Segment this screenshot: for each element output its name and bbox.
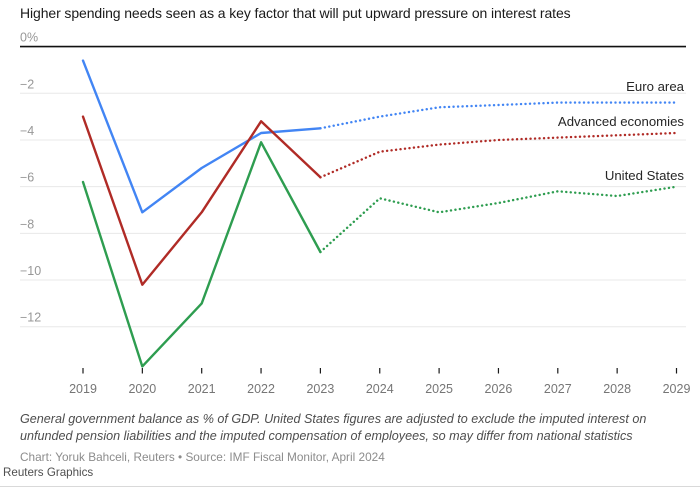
reuters-graphics-brand: Reuters Graphics xyxy=(3,466,94,479)
x-tick-label: 2027 xyxy=(544,382,572,396)
x-tick-label: 2019 xyxy=(69,382,97,396)
y-tick-label: −8 xyxy=(20,217,34,231)
x-tick-label: 2025 xyxy=(425,382,453,396)
series-label-advanced-economies: Advanced economies xyxy=(558,114,684,129)
series-label-euro-area: Euro area xyxy=(626,79,685,94)
chart-canvas: 0% −2 −4 −6 −8 −10 −12 2019 2020 2021 2022 2023 2024… xyxy=(20,31,691,396)
chart-title: Higher spending needs seen as a key fact… xyxy=(20,5,571,21)
x-tick-label: 2021 xyxy=(188,382,216,396)
x-tick-label: 2028 xyxy=(603,382,631,396)
y-tick-label: −2 xyxy=(20,77,34,91)
y-tick-label: −4 xyxy=(20,124,34,138)
x-tick-label: 2020 xyxy=(128,382,156,396)
y-tick-label: −10 xyxy=(20,264,41,278)
x-tick-label: 2022 xyxy=(247,382,275,396)
series-line-euro-area-actual xyxy=(81,59,322,214)
series-line-euro-area-projected xyxy=(319,101,678,130)
series-line-advanced-economies-projected xyxy=(319,131,678,179)
x-tick-label: 2024 xyxy=(366,382,394,396)
credit-source-line: Chart: Yoruk Bahceli, Reuters • Source: … xyxy=(20,450,385,464)
x-tick-label: 2023 xyxy=(306,382,334,396)
chart-footnote: General government balance as % of GDP. … xyxy=(20,412,647,443)
line-chart: 0% −2 −4 −6 −8 −10 −12 2019 2020 2021 2022 2023 2024… xyxy=(20,31,691,396)
x-tick-label: 2029 xyxy=(663,382,691,396)
series-line-united-states-actual xyxy=(81,141,322,368)
x-tick-label: 2026 xyxy=(485,382,513,396)
series-line-united-states-projected xyxy=(319,185,678,254)
y-tick-label: −12 xyxy=(20,311,41,325)
y-tick-label: 0% xyxy=(20,31,38,45)
series-label-united-states: United States xyxy=(605,168,685,183)
y-tick-label: −6 xyxy=(20,171,34,185)
series-line-advanced-economies-actual xyxy=(81,115,322,286)
